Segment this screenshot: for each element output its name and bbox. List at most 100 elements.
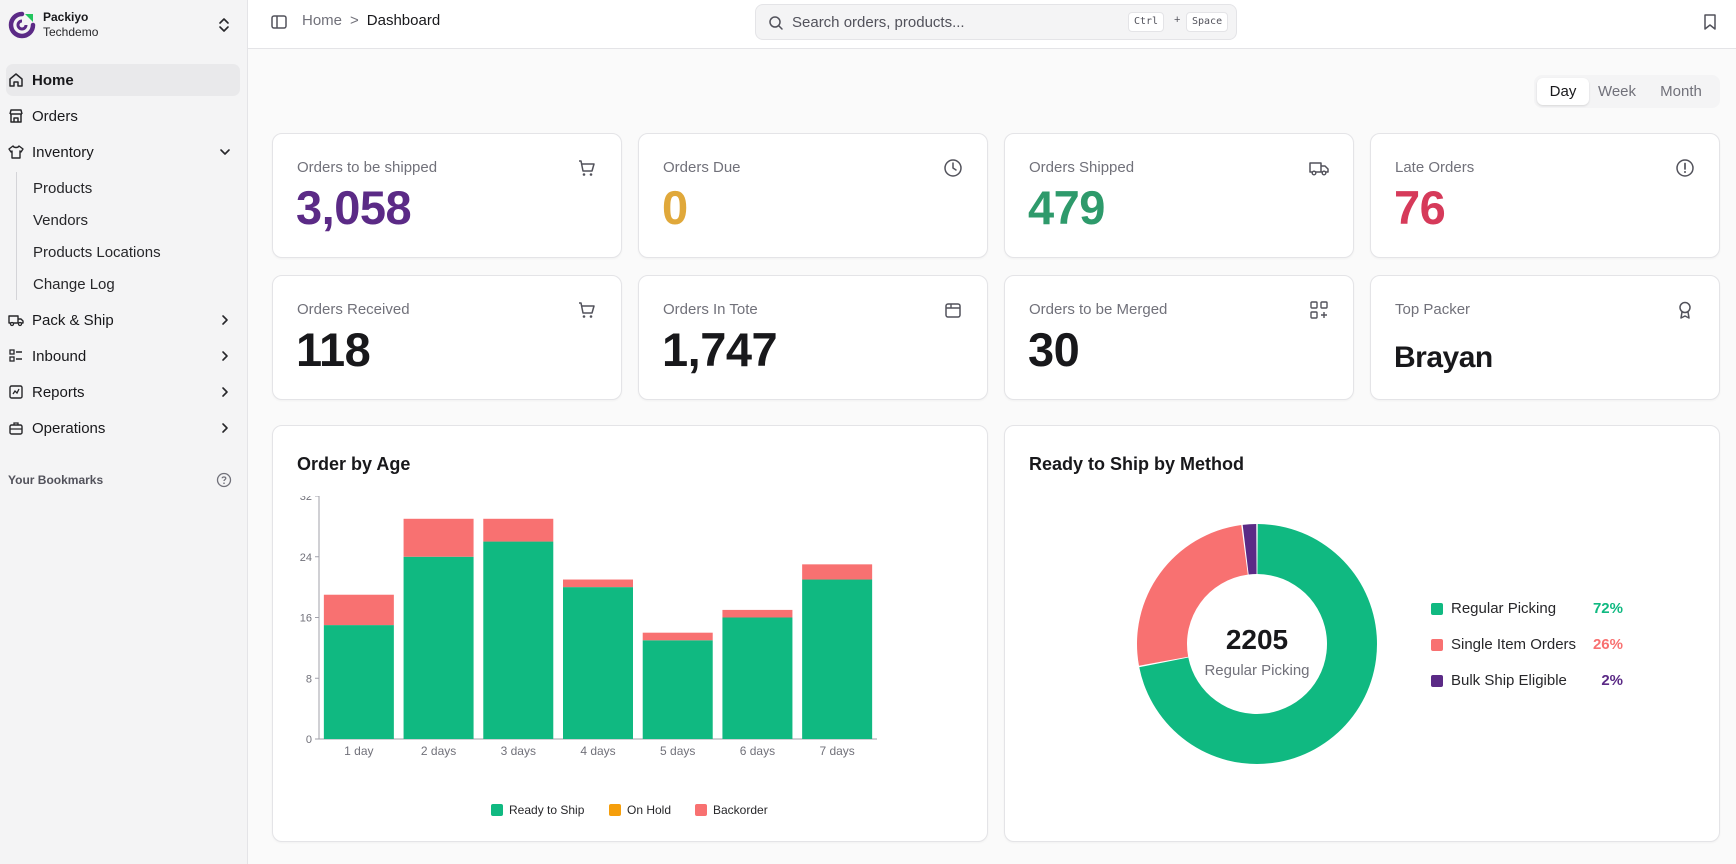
sidebar-subitem-change-log[interactable]: Change Log [33, 275, 115, 293]
legend-label: Single Item Orders [1451, 636, 1577, 653]
donut-wrapper: 2205 Regular Picking [1135, 522, 1379, 766]
stat-label: Late Orders [1395, 159, 1475, 176]
donut-slice[interactable] [1137, 525, 1248, 666]
legend-single-item-orders[interactable]: Single Item Orders [1431, 636, 1576, 653]
donut-slice[interactable] [1242, 524, 1257, 575]
legend-swatch [609, 804, 621, 816]
truck-icon [8, 315, 24, 327]
clock-icon [944, 159, 962, 177]
sidebar-item-label: Inventory [32, 143, 94, 161]
chart-title: Order by Age [297, 454, 411, 474]
sidebar-item-home[interactable]: Home [6, 64, 240, 96]
x-tick-label: 2 days [421, 744, 456, 758]
period-option-day[interactable]: Day [1537, 78, 1589, 105]
chevrons-up-down-icon[interactable] [216, 16, 232, 34]
top-bar: Home > Dashboard Ctrl + Space [248, 0, 1736, 49]
legend-bulk-ship-eligible[interactable]: Bulk Ship Eligible [1431, 672, 1567, 689]
bar-segment[interactable] [563, 579, 633, 588]
sidebar-item-label: Operations [32, 419, 106, 437]
stat-card-orders-in-tote[interactable]: Orders In Tote 1,747 [638, 275, 988, 400]
chevron-down-icon [220, 149, 230, 155]
chevron-right-icon [222, 387, 228, 397]
breadcrumb-current: Dashboard [366, 12, 441, 29]
bar-segment[interactable] [323, 594, 394, 626]
sidebar-subitem-products-locations[interactable]: Products Locations [33, 243, 161, 261]
order-by-age-card: Order by Age 0 8 16 24 32 1 day 2 days 3 days 4 … [272, 425, 988, 842]
legend-percent: 2% [1601, 672, 1623, 689]
bar-segment[interactable] [323, 625, 394, 739]
search-bar[interactable]: Ctrl + Space [755, 4, 1237, 40]
bar-segment[interactable] [642, 632, 713, 641]
bookmark-icon[interactable] [1702, 13, 1718, 31]
help-circle-icon[interactable] [216, 472, 232, 488]
legend-swatch [1431, 674, 1443, 687]
sidebar-item-orders[interactable]: Orders [6, 100, 240, 132]
donut-center-label: Regular Picking [1204, 662, 1310, 679]
bar-segment[interactable] [722, 609, 793, 618]
breadcrumb: Home > Dashboard [302, 12, 440, 29]
stat-card-late-orders[interactable]: Late Orders 76 [1370, 133, 1720, 258]
period-option-month[interactable]: Month [1660, 83, 1702, 100]
stat-card-orders-to-be-merged[interactable]: Orders to be Merged 30 [1004, 275, 1354, 400]
report-icon [9, 385, 23, 399]
stat-value: 118 [296, 323, 371, 376]
award-icon [1679, 301, 1691, 319]
stat-value: 479 [1028, 181, 1105, 234]
x-tick-label: 1 day [344, 744, 373, 758]
legend-swatch [1431, 602, 1443, 615]
shortcut-key-ctrl: Ctrl [1128, 12, 1165, 32]
search-input[interactable] [792, 11, 1112, 33]
bar-segment[interactable] [403, 556, 474, 739]
breadcrumb-separator: > [350, 12, 359, 29]
stat-card-orders-to-be-shipped[interactable]: Orders to be shipped 3,058 [272, 133, 622, 258]
sidebar-nav: Home Orders Inventory Products Vendors P… [0, 64, 248, 448]
sidebar-item-inbound[interactable]: Inbound [6, 340, 240, 372]
stat-card-orders-received[interactable]: Orders Received 118 [272, 275, 622, 400]
bar-segment[interactable] [483, 518, 554, 542]
bar-segment[interactable] [802, 579, 873, 739]
legend-percent: 26% [1592, 636, 1623, 653]
ready-to-ship-donut [1137, 524, 1377, 764]
sidebar-subitem-vendors[interactable]: Vendors [33, 211, 89, 229]
breadcrumb-home[interactable]: Home [302, 12, 343, 29]
legend-swatch [695, 804, 707, 816]
stat-value: Brayan [1394, 341, 1493, 374]
donut-center-value: 2205 [1225, 624, 1289, 655]
sidebar-subitem-products[interactable]: Products [33, 179, 93, 197]
sidebar-item-reports[interactable]: Reports [6, 376, 240, 408]
bookmarks-section: Your Bookmarks [8, 470, 232, 490]
stat-card-orders-due[interactable]: Orders Due 0 [638, 133, 988, 258]
period-option-week[interactable]: Week [1597, 83, 1637, 100]
bar-segment[interactable] [642, 640, 713, 739]
sidebar-item-operations[interactable]: Operations [6, 412, 240, 444]
bar-segment[interactable] [722, 617, 793, 740]
sidebar-item-label: Home [32, 71, 74, 89]
bar-segment[interactable] [802, 564, 873, 580]
sidebar-toggle-icon[interactable] [270, 13, 288, 31]
legend-regular-picking[interactable]: Regular Picking [1431, 600, 1556, 617]
legend-label: Backorder [713, 803, 768, 817]
y-tick-label: 16 [300, 613, 312, 625]
bar-segment[interactable] [403, 518, 474, 557]
donut-slice[interactable] [1139, 524, 1377, 764]
stat-label: Orders to be shipped [297, 159, 438, 176]
stat-value: 1,747 [662, 323, 778, 376]
stat-card-top-packer[interactable]: Top Packer Brayan [1370, 275, 1720, 400]
x-tick-label: 4 days [580, 744, 615, 758]
legend-ready-to-ship[interactable]: Ready to Ship [491, 803, 584, 817]
stat-card-orders-shipped[interactable]: Orders Shipped 479 [1004, 133, 1354, 258]
order-by-age-chart: 0 8 16 24 32 1 day 2 days 3 days 4 days 5 days 6 d… [300, 496, 877, 758]
legend-backorder[interactable]: Backorder [695, 803, 768, 817]
legend-label: Ready to Ship [509, 803, 585, 817]
sidebar-item-inventory[interactable]: Inventory [6, 136, 240, 168]
sidebar-item-pack-ship[interactable]: Pack & Ship [6, 304, 240, 336]
bar-segment[interactable] [563, 587, 633, 739]
alert-circle-icon [1676, 159, 1694, 177]
legend-label: Bulk Ship Eligible [1451, 672, 1567, 689]
workspace-switcher[interactable]: Packiyo Techdemo [8, 8, 240, 42]
y-tick-label: 24 [300, 552, 312, 564]
brand-name: Packiyo [43, 10, 89, 24]
legend-on-hold[interactable]: On Hold [609, 803, 671, 817]
tote-icon [945, 303, 961, 318]
bar-segment[interactable] [483, 541, 554, 739]
